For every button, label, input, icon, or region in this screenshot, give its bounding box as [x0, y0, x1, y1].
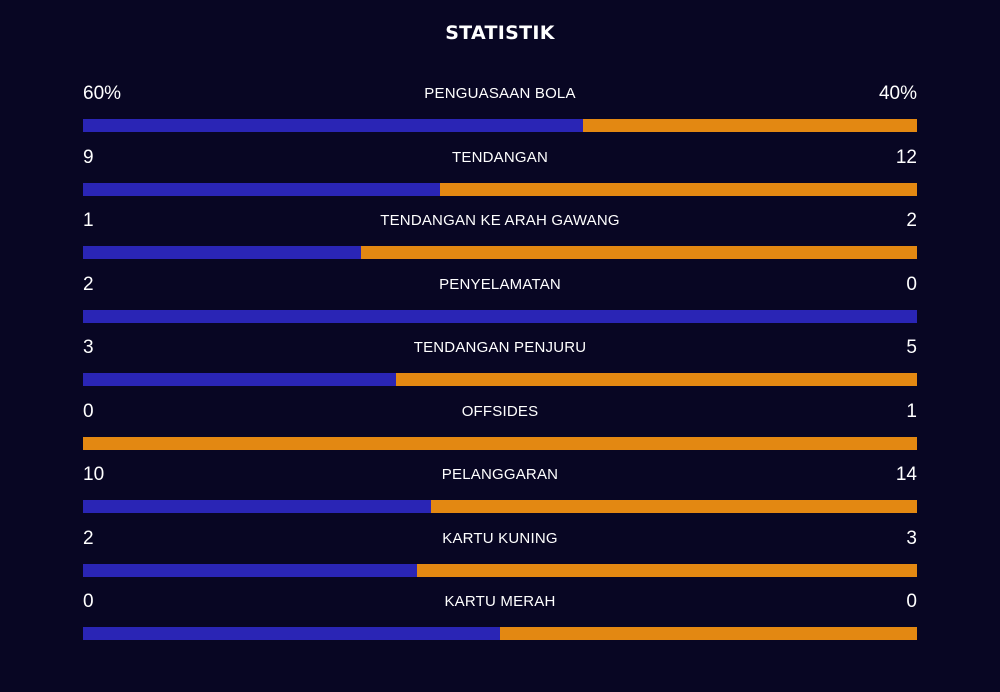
- away-bar-fill: [500, 627, 917, 640]
- away-bar-fill: [440, 182, 917, 196]
- comparison-bar: [83, 500, 917, 513]
- stat-label: TENDANGAN PENJURU: [413, 339, 587, 356]
- comparison-bar: [83, 373, 917, 386]
- home-bar-fill: [83, 246, 361, 259]
- comparison-bar: [83, 563, 917, 577]
- home-bar-fill: [83, 119, 584, 132]
- stat-label: TENDANGAN KE ARAH GAWANG: [380, 212, 620, 229]
- stat-label: PENGUASAAN BOLA: [424, 85, 576, 102]
- stat-label: KARTU KUNING: [442, 529, 558, 547]
- home-value: 2: [83, 527, 94, 549]
- away-value: 3: [906, 527, 917, 549]
- home-value: 0: [83, 591, 94, 612]
- comparison-bar: [83, 182, 917, 196]
- home-value: 1: [83, 210, 94, 231]
- home-bar-fill: [83, 309, 917, 323]
- home-bar-fill: [83, 500, 431, 513]
- away-value: 12: [895, 146, 917, 168]
- stat-row-offsides: 0 OFFSIDES 1: [83, 398, 917, 462]
- comparison-bar: [83, 436, 917, 450]
- home-bar-fill: [83, 182, 441, 196]
- away-value: 0: [906, 591, 917, 612]
- home-value: 9: [83, 146, 94, 168]
- away-value: 1: [906, 400, 917, 422]
- away-bar-fill: [360, 246, 917, 259]
- stat-label: PENYELAMATAN: [439, 275, 561, 293]
- stat-row-shots-on-target: 1 TENDANGAN KE ARAH GAWANG 2: [83, 207, 917, 271]
- away-value: 2: [906, 210, 917, 231]
- home-bar-fill: [83, 373, 396, 386]
- away-value: 14: [895, 464, 917, 485]
- home-value: 60%: [83, 83, 122, 104]
- away-bar-fill: [395, 373, 917, 386]
- comparison-bar: [83, 309, 917, 323]
- stat-row-yellow-cards: 2 KARTU KUNING 3: [83, 525, 917, 589]
- away-bar-fill: [83, 436, 917, 450]
- away-value: 0: [906, 273, 917, 295]
- stat-row-possession: 60% PENGUASAAN BOLA 40%: [83, 80, 917, 144]
- home-value: 0: [83, 400, 94, 422]
- stats-title: STATISTIK: [445, 22, 555, 44]
- away-bar-fill: [430, 500, 917, 513]
- away-bar-fill: [583, 119, 917, 132]
- stat-row-corners: 3 TENDANGAN PENJURU 5: [83, 334, 917, 398]
- home-value: 2: [83, 273, 94, 295]
- stat-label: PELANGGARAN: [441, 466, 559, 483]
- away-value: 40%: [878, 83, 917, 104]
- comparison-bar: [83, 627, 917, 640]
- home-bar-fill: [83, 627, 500, 640]
- comparison-bar: [83, 246, 917, 259]
- away-value: 5: [906, 337, 917, 358]
- home-value: 3: [83, 337, 94, 358]
- stat-label: KARTU MERAH: [444, 593, 556, 610]
- stat-row-shots: 9 TENDANGAN 12: [83, 144, 917, 208]
- comparison-bar: [83, 119, 917, 132]
- stat-label: TENDANGAN: [452, 148, 548, 166]
- away-bar-fill: [416, 563, 917, 577]
- stats-list: 60% PENGUASAAN BOLA 40% 9 TENDANGAN 12 1…: [83, 80, 917, 652]
- stat-label: OFFSIDES: [461, 402, 539, 420]
- stat-row-fouls: 10 PELANGGARAN 14: [83, 461, 917, 525]
- stat-row-red-cards: 0 KARTU MERAH 0: [83, 588, 917, 652]
- stat-row-saves: 2 PENYELAMATAN 0: [83, 271, 917, 335]
- home-bar-fill: [83, 563, 417, 577]
- home-value: 10: [83, 464, 105, 485]
